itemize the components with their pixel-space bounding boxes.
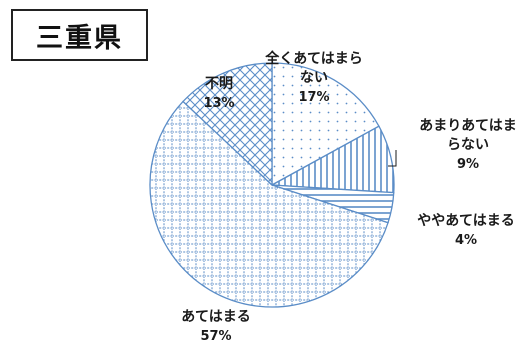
leader-line	[388, 150, 397, 167]
slice-label-line: 全くあてはまら	[264, 50, 362, 67]
pie-slice-not-at-all	[271, 62, 380, 187]
slice-label-applies: あてはまる 57%	[181, 309, 250, 343]
chart-title: 三重県	[11, 9, 148, 61]
slice-label-line: ややあてはまる	[417, 213, 514, 229]
slice-percent-somewhat: 4%	[455, 233, 477, 248]
slice-label-unknown: 不明 13%	[203, 76, 234, 111]
slice-percent-applies: 57%	[200, 329, 231, 343]
slice-label-not-at-all: 全くあてはまらない 17%	[264, 50, 362, 105]
slice-label-line: あまりあてはま	[419, 118, 516, 134]
slice-label-somewhat: ややあてはまる 4%	[417, 213, 514, 248]
slice-label-line: 不明	[205, 76, 233, 92]
slice-percent-not-really: 9%	[457, 157, 479, 172]
pie-slice-applies	[149, 100, 389, 308]
slice-label-line: あてはまる	[181, 309, 250, 325]
pie-slice-unknown	[182, 62, 273, 187]
slice-label-not-really: あまりあてはまらない 9%	[419, 118, 516, 172]
slice-percent-not-at-all: 17%	[298, 90, 329, 105]
slice-label-line: らない	[447, 137, 489, 153]
slice-label-line: ない	[300, 70, 328, 86]
slice-percent-unknown: 13%	[203, 96, 234, 111]
